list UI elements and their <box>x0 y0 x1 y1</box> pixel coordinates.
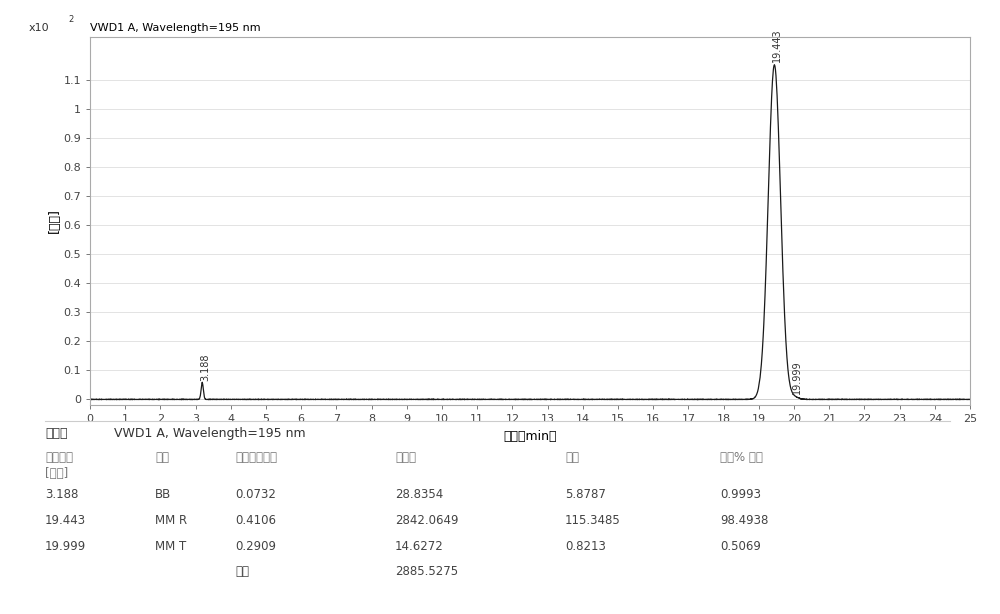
Text: 类型: 类型 <box>155 451 169 464</box>
Text: 19.999: 19.999 <box>45 540 86 553</box>
Text: 19.443: 19.443 <box>45 514 86 527</box>
Text: 面积% 名称: 面积% 名称 <box>720 451 763 464</box>
Text: 峰面积: 峰面积 <box>395 451 416 464</box>
Text: x10: x10 <box>28 23 49 33</box>
Text: 0.9993: 0.9993 <box>720 488 761 501</box>
Text: 3.188: 3.188 <box>200 354 210 381</box>
Text: BB: BB <box>155 488 171 501</box>
Text: 19.999: 19.999 <box>792 360 802 394</box>
Y-axis label: [吁度]: [吁度] <box>47 209 60 233</box>
Text: 保留时间: 保留时间 <box>45 451 73 464</box>
Text: 28.8354: 28.8354 <box>395 488 443 501</box>
Text: 98.4938: 98.4938 <box>720 514 768 527</box>
Text: 0.5069: 0.5069 <box>720 540 761 553</box>
Text: 19.443: 19.443 <box>772 28 782 62</box>
Text: 2: 2 <box>68 15 73 24</box>
Text: 2885.5275: 2885.5275 <box>395 565 458 578</box>
X-axis label: 时间［min］: 时间［min］ <box>503 430 557 443</box>
Text: VWD1 A, Wavelength=195 nm: VWD1 A, Wavelength=195 nm <box>90 23 261 33</box>
Text: 14.6272: 14.6272 <box>395 540 444 553</box>
Text: 0.8213: 0.8213 <box>565 540 606 553</box>
Text: 2842.0649: 2842.0649 <box>395 514 458 527</box>
Text: 总和: 总和 <box>235 565 249 578</box>
Text: 3.188: 3.188 <box>45 488 78 501</box>
Text: MM R: MM R <box>155 514 187 527</box>
Text: 5.8787: 5.8787 <box>565 488 606 501</box>
Text: 0.4106: 0.4106 <box>235 514 276 527</box>
Text: MM T: MM T <box>155 540 186 553</box>
Text: 峰高: 峰高 <box>565 451 579 464</box>
Text: VWD1 A, Wavelength=195 nm: VWD1 A, Wavelength=195 nm <box>90 427 306 440</box>
Text: 信号：: 信号： <box>45 427 68 440</box>
Text: [分钟]: [分钟] <box>45 467 68 480</box>
Text: 峰宽［分钟］: 峰宽［分钟］ <box>235 451 277 464</box>
Text: 0.0732: 0.0732 <box>235 488 276 501</box>
Text: 115.3485: 115.3485 <box>565 514 621 527</box>
Text: 0.2909: 0.2909 <box>235 540 276 553</box>
